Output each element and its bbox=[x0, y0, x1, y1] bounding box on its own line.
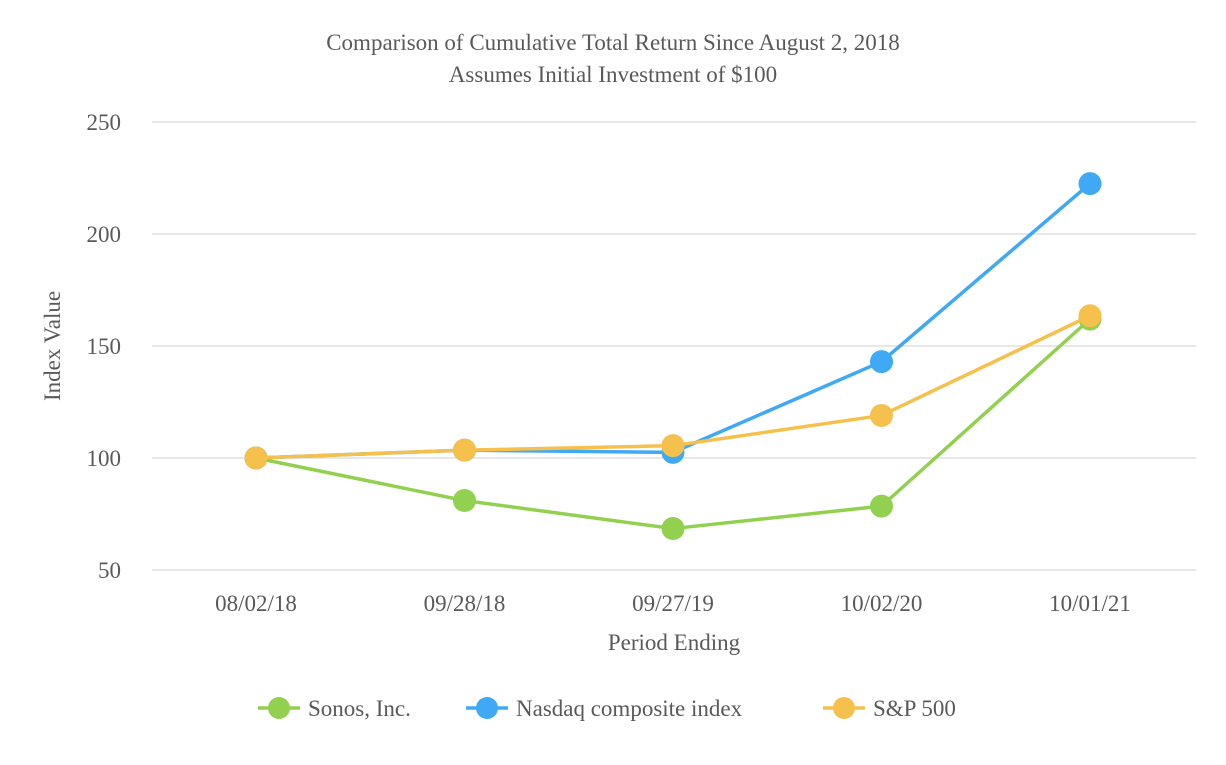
x-tick-label: 10/01/21 bbox=[1049, 591, 1131, 616]
x-axis-title: Period Ending bbox=[608, 630, 741, 655]
chart-title: Comparison of Cumulative Total Return Si… bbox=[326, 30, 900, 55]
y-axis-title: Index Value bbox=[40, 291, 65, 401]
y-tick-label: 150 bbox=[87, 334, 122, 359]
x-tick-label: 09/27/19 bbox=[632, 591, 714, 616]
series-3 bbox=[244, 304, 1102, 470]
y-tick-label: 200 bbox=[87, 222, 122, 247]
data-point bbox=[870, 350, 893, 374]
data-point bbox=[453, 438, 476, 462]
series-line bbox=[254, 317, 1092, 531]
x-axis-ticks: 08/02/18 09/28/18 09/27/19 10/02/20 10/01/21 bbox=[215, 591, 1131, 616]
data-point bbox=[870, 403, 893, 427]
x-tick-label: 08/02/18 bbox=[215, 591, 297, 616]
legend-item: Nasdaq composite index bbox=[466, 696, 743, 721]
legend-label: Sonos, Inc. bbox=[308, 696, 411, 721]
gridlines bbox=[152, 121, 1196, 571]
legend-swatch-marker bbox=[268, 697, 290, 719]
series-line bbox=[254, 181, 1092, 460]
data-point bbox=[244, 446, 268, 470]
legend-label: S&P 500 bbox=[873, 696, 956, 721]
y-tick-label: 250 bbox=[87, 110, 122, 135]
series-layer bbox=[244, 172, 1102, 541]
legend: Sonos, Inc. Nasdaq composite index S&P 500 bbox=[258, 696, 956, 721]
legend-label: Nasdaq composite index bbox=[516, 696, 743, 721]
legend-swatch-marker bbox=[476, 697, 498, 719]
data-point bbox=[661, 434, 685, 458]
y-tick-label: 100 bbox=[87, 446, 122, 471]
legend-item: Sonos, Inc. bbox=[258, 696, 411, 721]
chart-subtitle: Assumes Initial Investment of $100 bbox=[449, 62, 777, 87]
y-tick-label: 50 bbox=[98, 558, 121, 583]
data-point bbox=[1078, 172, 1102, 196]
series-1 bbox=[244, 307, 1102, 541]
legend-swatch-marker bbox=[833, 697, 855, 719]
y-axis-ticks: 50 100 150 200 250 bbox=[87, 110, 122, 583]
legend-item: S&P 500 bbox=[823, 696, 956, 721]
x-tick-label: 10/02/20 bbox=[841, 591, 923, 616]
data-point bbox=[453, 489, 476, 513]
x-tick-label: 09/28/18 bbox=[424, 591, 506, 616]
data-point bbox=[870, 494, 893, 518]
data-point bbox=[661, 517, 685, 541]
data-point bbox=[1078, 304, 1102, 328]
